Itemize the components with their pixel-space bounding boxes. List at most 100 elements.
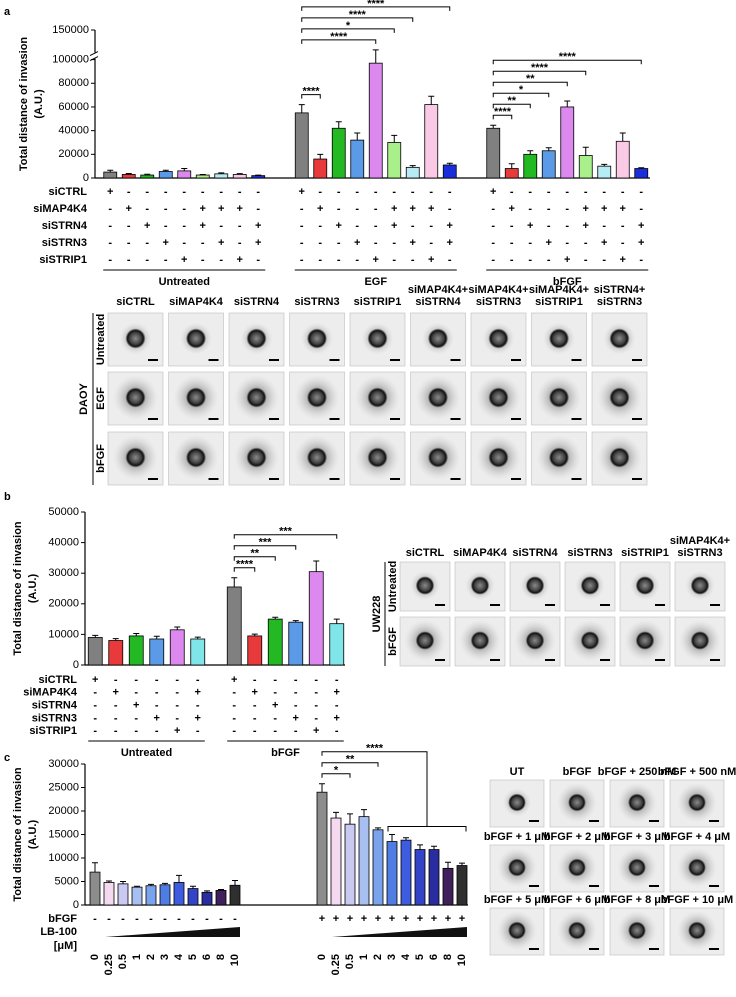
panel-letter: b bbox=[4, 491, 11, 503]
spheroid bbox=[367, 387, 388, 408]
column-label: bFGF + 1 μM bbox=[484, 831, 550, 843]
column-label: siSTRN4 bbox=[415, 296, 461, 308]
bar bbox=[232, 174, 247, 179]
sign: - bbox=[448, 203, 452, 215]
row-label: siCTRL bbox=[39, 674, 78, 686]
sign: + bbox=[361, 913, 367, 925]
sign: + bbox=[601, 203, 607, 215]
sign: - bbox=[639, 254, 643, 266]
sign: - bbox=[318, 237, 322, 249]
category-label: 2 bbox=[145, 954, 157, 960]
sign: - bbox=[191, 913, 195, 925]
micrograph bbox=[669, 907, 725, 956]
sign: - bbox=[134, 712, 138, 724]
micrograph bbox=[470, 431, 527, 486]
column-label: siSTRN3 bbox=[677, 547, 722, 559]
error-bar bbox=[194, 636, 201, 639]
significance-label: **** bbox=[531, 62, 549, 74]
sign: - bbox=[127, 220, 131, 232]
spheroid bbox=[548, 328, 570, 349]
sign: + bbox=[255, 220, 261, 232]
sign: - bbox=[232, 700, 236, 712]
sign: + bbox=[272, 700, 278, 712]
sign: - bbox=[127, 254, 131, 266]
bar bbox=[414, 849, 426, 906]
y-tick-label: 0 bbox=[73, 659, 79, 671]
sign: - bbox=[510, 220, 514, 232]
sign: - bbox=[300, 254, 304, 266]
micrograph bbox=[609, 779, 665, 828]
sign: - bbox=[114, 725, 118, 737]
category-label: 6 bbox=[428, 954, 440, 960]
error-bar bbox=[333, 618, 340, 624]
error-bar bbox=[181, 168, 188, 171]
sign: - bbox=[294, 687, 298, 699]
micrograph bbox=[489, 844, 545, 893]
spheroid bbox=[688, 921, 706, 940]
bar bbox=[177, 170, 192, 179]
sign: - bbox=[232, 712, 236, 724]
spheroid bbox=[125, 387, 146, 408]
spheroid bbox=[427, 447, 449, 468]
significance-label: **** bbox=[236, 559, 254, 571]
bar bbox=[316, 791, 328, 906]
category-label: 0.25 bbox=[103, 954, 115, 975]
bar bbox=[251, 175, 266, 179]
error-bar bbox=[218, 888, 224, 891]
error-bar bbox=[527, 150, 534, 155]
significance-label: **** bbox=[302, 85, 320, 97]
sign: + bbox=[154, 712, 160, 724]
spheroid bbox=[488, 387, 509, 408]
row-label: siSTRN3 bbox=[32, 712, 77, 724]
significance-bracket bbox=[492, 114, 513, 120]
sign: - bbox=[149, 913, 153, 925]
column-label: bFGF + 3 μM bbox=[604, 831, 670, 843]
sign: - bbox=[273, 725, 277, 737]
y-tick-label: 30000 bbox=[48, 567, 79, 579]
sign: + bbox=[107, 186, 113, 198]
sign: + bbox=[336, 220, 342, 232]
error-bar bbox=[335, 121, 342, 129]
bar bbox=[368, 62, 383, 179]
error-bar bbox=[106, 880, 112, 883]
column-label: siSTRIP1 bbox=[621, 547, 669, 559]
panel-letter: c bbox=[4, 752, 10, 764]
bar bbox=[456, 865, 468, 906]
sign: + bbox=[319, 913, 325, 925]
significance-label: *** bbox=[279, 526, 293, 538]
column-label: siCTRL bbox=[406, 547, 445, 559]
row-label: siMAP4K4 bbox=[23, 687, 78, 699]
y-tick-label: 0 bbox=[73, 899, 79, 911]
sign: - bbox=[233, 913, 237, 925]
bar bbox=[358, 816, 370, 906]
significance-label: ** bbox=[526, 73, 535, 85]
micrograph bbox=[454, 616, 506, 667]
spheroid bbox=[635, 576, 655, 595]
y-axis-label: Total distance of invasion bbox=[12, 767, 24, 902]
sign: - bbox=[182, 203, 186, 215]
group-label: bFGF bbox=[553, 276, 582, 288]
sign: - bbox=[201, 254, 205, 266]
category-label: 0 bbox=[89, 954, 101, 960]
sign: - bbox=[205, 913, 209, 925]
significance-bracket bbox=[301, 6, 451, 11]
sign: - bbox=[448, 186, 452, 198]
sign: - bbox=[175, 712, 179, 724]
spheroid bbox=[246, 387, 267, 408]
sign: - bbox=[547, 186, 551, 198]
category-label: 10 bbox=[229, 954, 241, 966]
concentration-wedge bbox=[105, 927, 240, 937]
sign: + bbox=[200, 220, 206, 232]
column-label: bFGF + 5 μM bbox=[484, 894, 550, 906]
sign: + bbox=[527, 220, 533, 232]
micrograph bbox=[669, 779, 725, 828]
sign: - bbox=[337, 203, 341, 215]
bar bbox=[226, 586, 242, 666]
spheroid bbox=[525, 631, 545, 650]
row-label: bFGF bbox=[95, 444, 107, 473]
bar bbox=[159, 884, 171, 906]
sign: + bbox=[431, 913, 437, 925]
sign: - bbox=[314, 700, 318, 712]
micrograph bbox=[470, 312, 527, 367]
sign: - bbox=[392, 254, 396, 266]
